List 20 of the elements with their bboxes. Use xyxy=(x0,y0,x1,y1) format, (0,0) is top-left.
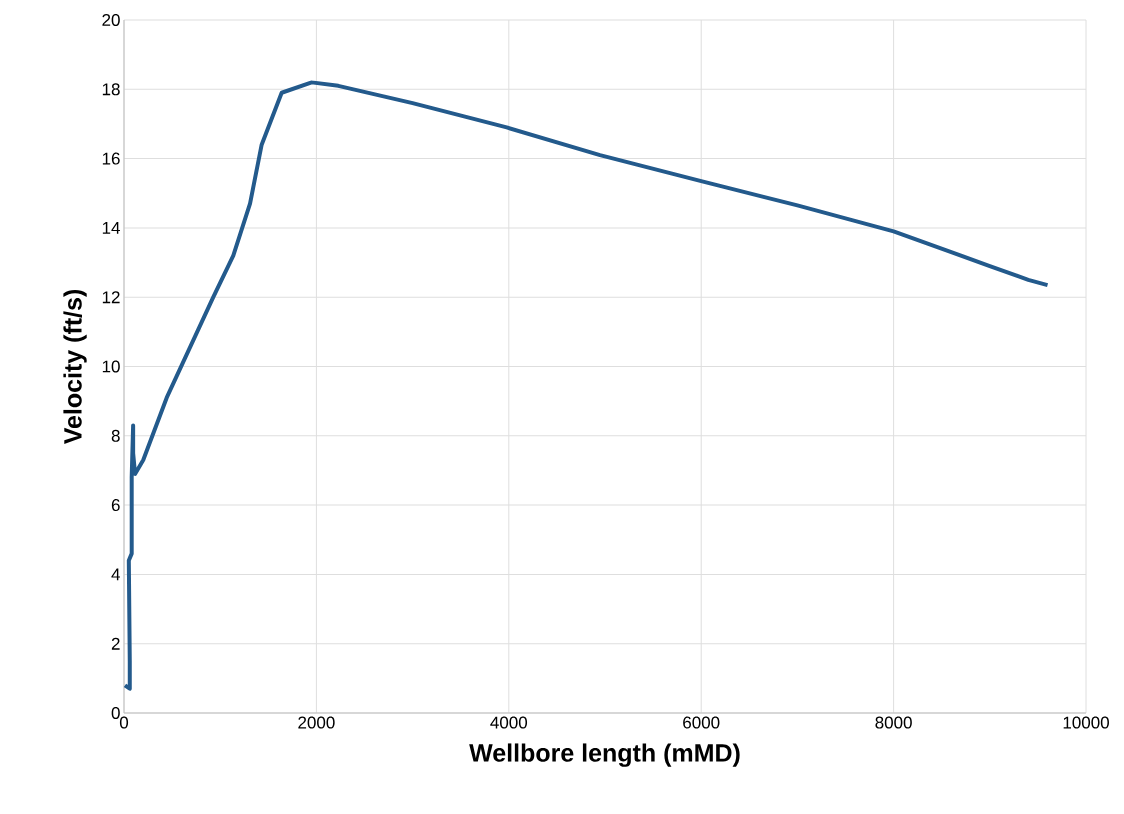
x-tick-label: 8000 xyxy=(875,716,912,729)
y-tick-label: 0 xyxy=(111,706,120,720)
y-tick-label: 8 xyxy=(111,429,120,442)
y-tick-label: 6 xyxy=(111,499,120,512)
x-axis-title: Wellbore length (mMD) xyxy=(469,743,740,767)
y-tick-label: 2 xyxy=(111,637,120,650)
line-series xyxy=(124,80,1050,691)
x-tick-label: 0 xyxy=(119,716,129,729)
y-tick-label: 16 xyxy=(102,152,120,165)
y-tick-label: 14 xyxy=(102,222,120,234)
x-tick-label: 6000 xyxy=(683,716,720,729)
y-tick-label: 10 xyxy=(102,360,120,373)
y-tick-label: 12 xyxy=(102,291,120,304)
y-tick-label: 20 xyxy=(102,13,120,27)
x-tick-label: 10000 xyxy=(1063,716,1109,729)
x-tick-label: 2000 xyxy=(298,716,335,729)
y-tick-label: 18 xyxy=(102,83,120,96)
x-tick-label: 4000 xyxy=(490,716,528,729)
y-axis-title: Velocity (ft/s) xyxy=(63,289,87,445)
y-tick-label: 4 xyxy=(111,568,120,581)
